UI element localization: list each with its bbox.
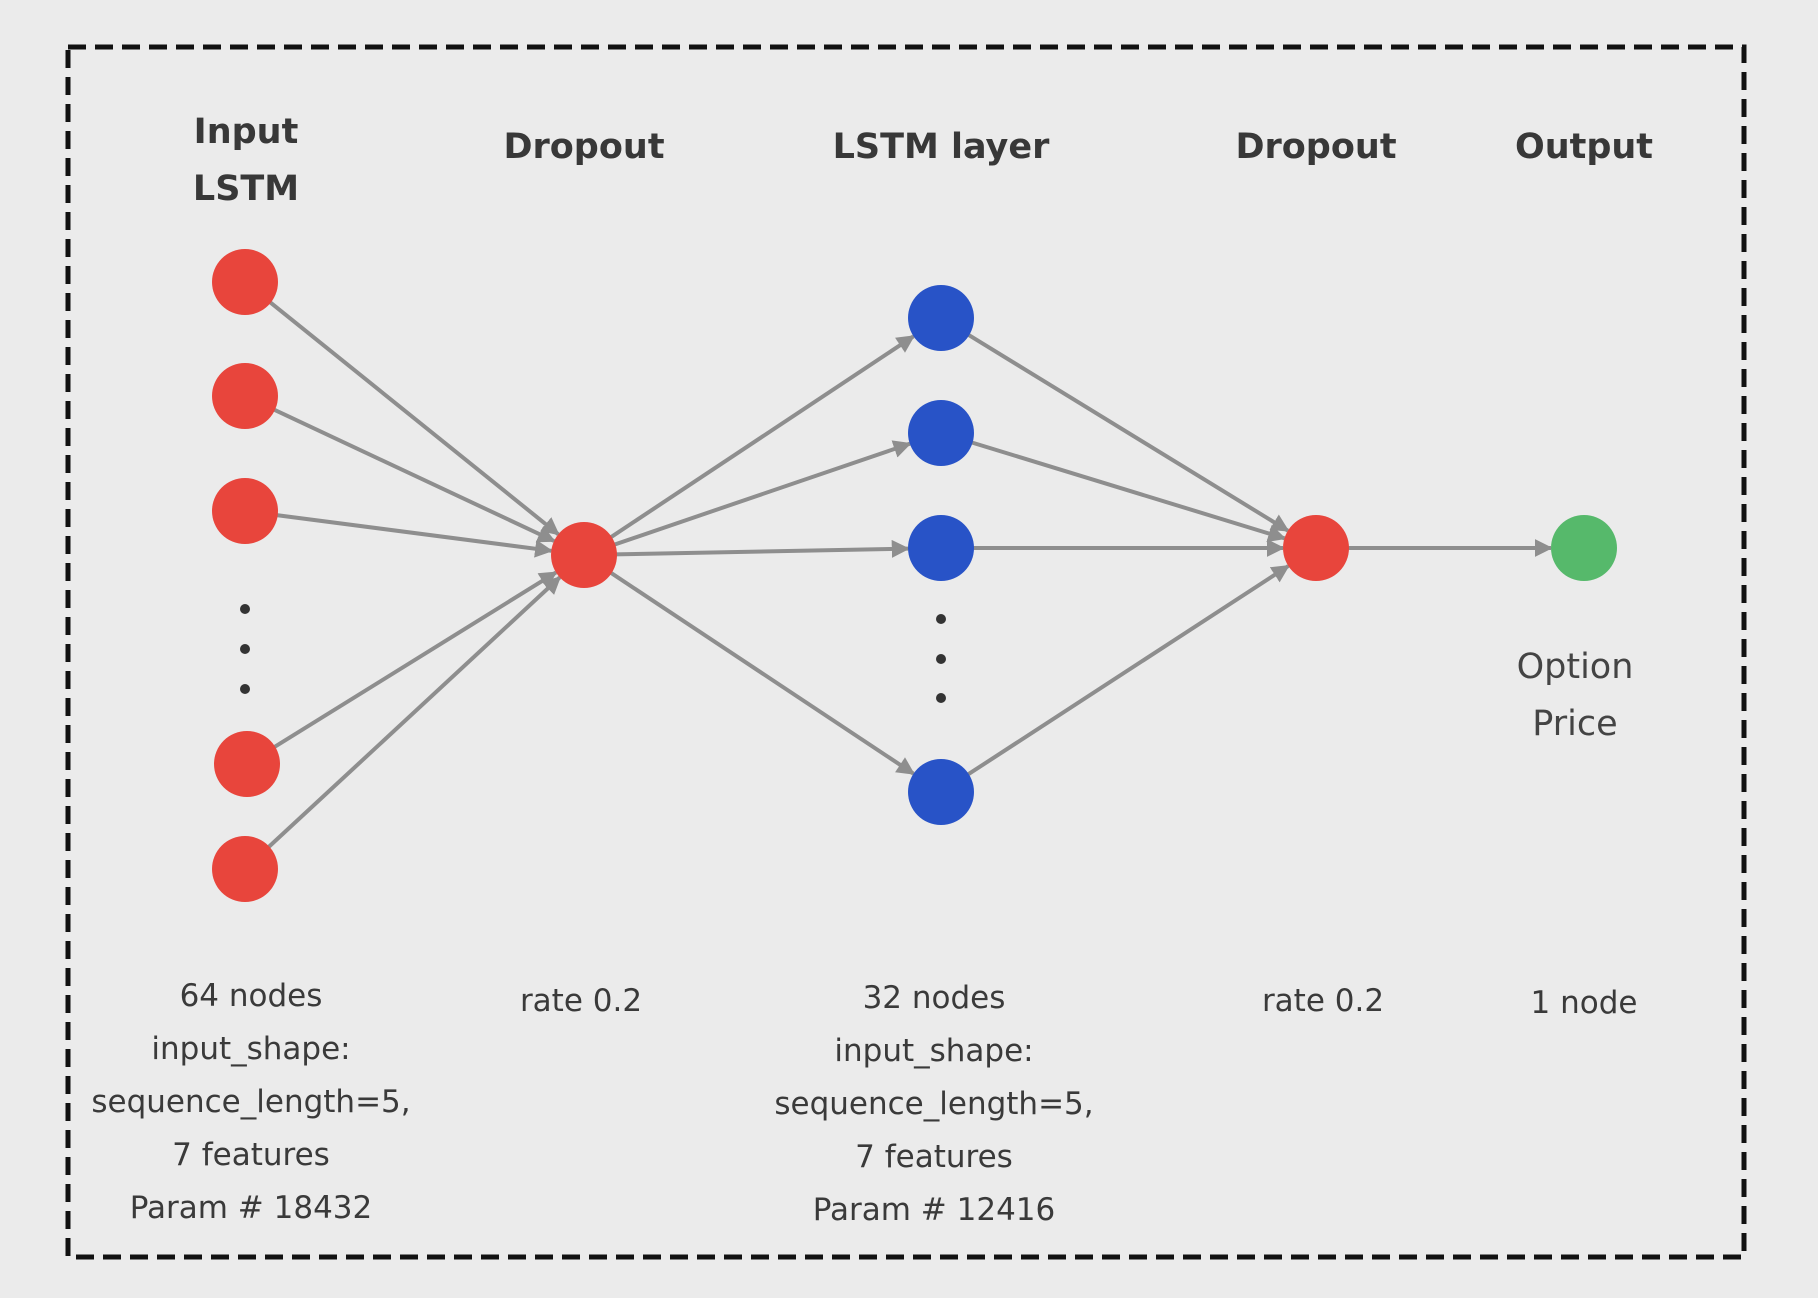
lstm-node-2 xyxy=(908,400,974,466)
lstm-node-4 xyxy=(908,759,974,825)
input-node-5 xyxy=(212,836,278,902)
lstm-layer-title: LSTM layer xyxy=(833,127,1050,167)
dropout-1-node xyxy=(551,522,617,588)
input-node-4 xyxy=(214,731,280,797)
lstm-node-1 xyxy=(908,285,974,351)
edge-input-node-2-to-dropout-1-node xyxy=(272,407,556,543)
input-node-1 xyxy=(212,249,278,315)
edge-dropout-1-node-to-lstm-node-4 xyxy=(608,570,915,776)
output-desc: 1 node xyxy=(1531,985,1638,1021)
edge-dropout-1-node-to-lstm-node-2 xyxy=(612,440,912,547)
output-title: Output xyxy=(1515,127,1653,167)
input-node-2 xyxy=(212,363,278,429)
input-lstm-desc-line-4: 7 features xyxy=(172,1137,330,1173)
edge-input-node-4-to-dropout-1-node xyxy=(272,570,558,750)
input-lstm-title-line-1: Input xyxy=(194,112,299,152)
output-node-label-line-2: Price xyxy=(1532,704,1617,744)
edge-input-node-3-to-dropout-1-node xyxy=(275,513,554,558)
output-node-label-line-1: Option xyxy=(1517,647,1634,687)
edge-input-node-5-to-dropout-1-node xyxy=(266,575,562,850)
dropout-2-desc: rate 0.2 xyxy=(1262,983,1384,1019)
lstm-node-3 xyxy=(908,515,974,581)
lstm-layer-desc-line-5: Param # 12416 xyxy=(813,1192,1056,1228)
edge-lstm-node-2-to-dropout-2-node xyxy=(970,440,1287,543)
dropout-2-node xyxy=(1283,515,1349,581)
edge-lstm-node-1-to-dropout-2-node xyxy=(966,332,1290,533)
dropout-1-desc: rate 0.2 xyxy=(520,983,642,1019)
input-lstm-desc-line-2: input_shape: xyxy=(151,1031,350,1067)
connections xyxy=(266,299,1553,850)
nodes xyxy=(212,249,1617,902)
lstm-layer-desc-line-1: 32 nodes xyxy=(863,980,1006,1016)
input-lstm-desc-line-1: 64 nodes xyxy=(180,978,323,1014)
input-ellipsis xyxy=(240,604,250,694)
input-node-3 xyxy=(212,478,278,544)
lstm-layer-desc-line-4: 7 features xyxy=(855,1139,1013,1175)
edge-lstm-node-4-to-dropout-2-node xyxy=(965,564,1290,777)
lstm-layer-desc-line-2: input_shape: xyxy=(834,1033,1033,1069)
dropout-1-title: Dropout xyxy=(503,127,664,167)
dashed-border xyxy=(65,44,1747,1260)
edge-input-node-1-to-dropout-1-node xyxy=(267,299,560,536)
edge-dropout-1-node-to-lstm-node-1 xyxy=(608,334,915,540)
lstm-ellipsis xyxy=(936,614,946,703)
output-node xyxy=(1551,515,1617,581)
input-lstm-title-line-2: LSTM xyxy=(193,169,299,209)
lstm-layer-desc-line-3: sequence_length=5, xyxy=(774,1086,1093,1122)
input-lstm-desc-line-3: sequence_length=5, xyxy=(91,1084,410,1120)
input-lstm-desc-line-5: Param # 18432 xyxy=(130,1190,373,1226)
dropout-2-title: Dropout xyxy=(1235,127,1396,167)
edge-dropout-1-node-to-lstm-node-3 xyxy=(614,539,910,558)
